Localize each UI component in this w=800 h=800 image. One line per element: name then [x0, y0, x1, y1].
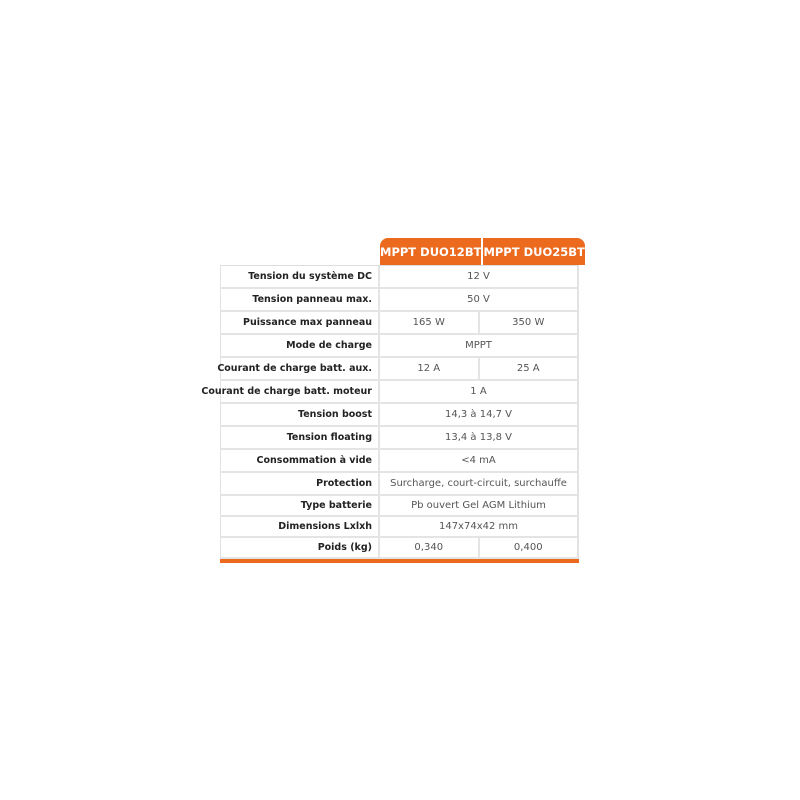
table-row: Dimensions Lxlxh 147x74x42 mm [221, 517, 577, 538]
column-header-duo25bt: MPPT DUO25BT [483, 238, 585, 265]
row-label: Poids (kg) [221, 538, 380, 557]
column-header-duo12bt: MPPT DUO12BT [380, 238, 484, 265]
row-value: 350 W [477, 312, 578, 333]
row-label: Mode de charge [221, 335, 380, 356]
row-value: 13,4 à 13,8 V [444, 432, 513, 443]
row-value: 12 V [467, 271, 490, 282]
row-label: Consommation à vide [221, 450, 380, 471]
table-row: Puissance max panneau 165 W 350 W [221, 312, 577, 335]
row-value: Pb ouvert Gel AGM Lithium [411, 500, 546, 511]
table-row: Type batterie Pb ouvert Gel AGM Lithium [221, 496, 577, 517]
table-row: Poids (kg) 0,340 0,400 [221, 538, 577, 559]
row-label: Tension panneau max. [221, 289, 380, 310]
row-label: Tension du système DC [221, 266, 380, 287]
table-body: Tension du système DC 12 V Tension panneau… [201, 265, 579, 559]
table-row: Tension panneau max. 50 V [221, 289, 577, 312]
table-row: Courant de charge batt. aux. 12 A 25 A [217, 358, 578, 381]
spec-table: MPPT DUO12BT MPPT DUO25BT Tension du sys… [201, 238, 585, 563]
table-row: Tension du système DC 12 V [221, 266, 577, 289]
row-value: 25 A [477, 358, 578, 379]
row-value: 147x74x42 mm [438, 521, 519, 532]
row-value: Surcharge, court-circuit, surchauffe [390, 478, 567, 489]
table-row: Mode de charge MPPT [221, 335, 577, 358]
row-label: Protection [221, 473, 380, 494]
row-value: 12 A [417, 363, 441, 374]
row-value: 50 V [467, 294, 490, 305]
row-label: Type batterie [221, 496, 380, 515]
row-value: <4 mA [461, 455, 496, 466]
row-value: MPPT [465, 340, 492, 351]
row-value: 0,400 [477, 538, 578, 557]
table-row: Courant de charge batt. moteur 1 A [201, 381, 577, 404]
row-label: Puissance max panneau [221, 312, 380, 333]
table-row: Tension boost 14,3 à 14,7 V [221, 404, 577, 427]
table-row: Tension floating 13,4 à 13,8 V [221, 427, 577, 450]
row-value: 14,3 à 14,7 V [444, 409, 513, 420]
row-label: Tension boost [221, 404, 380, 425]
table-row: Consommation à vide <4 mA [221, 450, 577, 473]
row-label: Courant de charge batt. aux. [217, 358, 380, 379]
table-header: MPPT DUO12BT MPPT DUO25BT [380, 238, 585, 265]
table-row: Protection Surcharge, court-circuit, surc… [221, 473, 577, 496]
row-value: 0,340 [414, 542, 444, 553]
row-value: 1 A [470, 386, 487, 397]
row-label: Tension floating [221, 427, 380, 448]
row-value: 165 W [412, 317, 445, 328]
row-label: Dimensions Lxlxh [221, 517, 380, 536]
table-footer-bar [220, 559, 579, 563]
row-label: Courant de charge batt. moteur [201, 381, 380, 402]
